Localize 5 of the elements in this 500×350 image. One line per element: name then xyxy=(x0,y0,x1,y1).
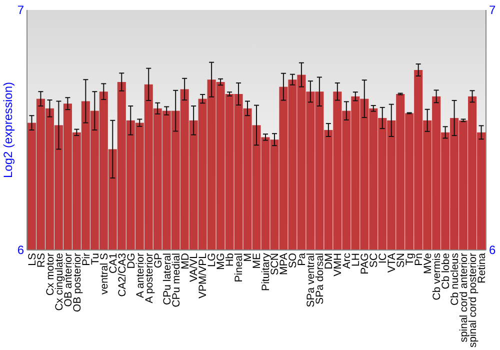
y2-tick-label: 6 xyxy=(489,242,496,257)
x-tick-label: Tg xyxy=(404,252,416,266)
y2-tick-label: 7 xyxy=(489,2,496,17)
y-axis-title: Log2 (expression) xyxy=(1,82,15,178)
x-tick-label: CPu medial xyxy=(170,253,182,308)
